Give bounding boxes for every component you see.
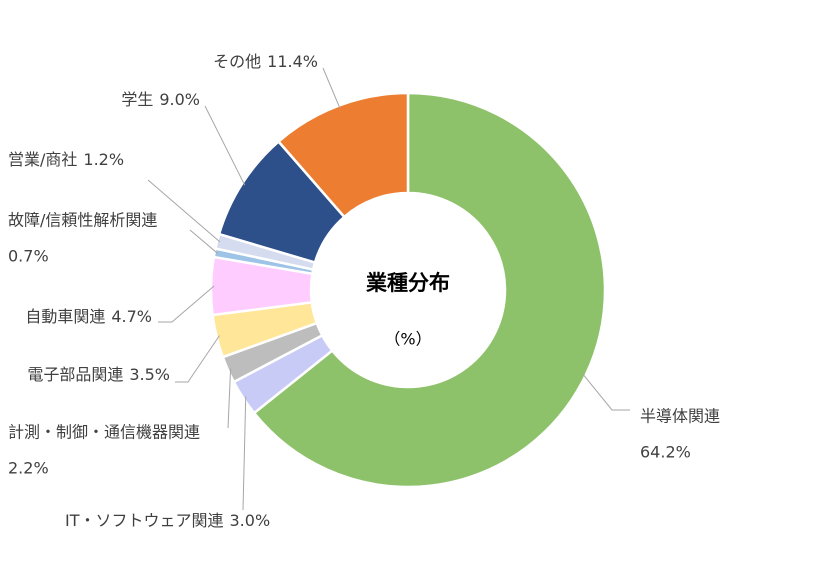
slice-label: 自動車関連 4.7%: [25, 307, 152, 326]
chart-subtitle: （%）: [384, 330, 431, 349]
leader-line: [147, 179, 221, 243]
value-label: 9.0%: [159, 90, 200, 109]
category-label: 計測・制御・通信機器関連: [8, 423, 200, 442]
category-label: 学生: [121, 90, 153, 109]
value-label: 64.2%: [640, 443, 691, 462]
category-label: 半導体関連: [640, 407, 720, 426]
slice-label: 営業/商社 1.2%: [8, 150, 124, 169]
leader-line: [322, 67, 341, 109]
leader-line: [158, 285, 215, 323]
donut-slice: [276, 91, 410, 219]
value-label: 4.7%: [111, 307, 152, 326]
leader-line: [227, 368, 232, 429]
category-label: 電子部品関連: [27, 365, 123, 384]
category-label: 故障/信頼性解析関連: [8, 211, 157, 230]
category-label: 営業/商社: [8, 150, 77, 169]
value-label: 2.2%: [8, 459, 49, 478]
chart-title: 業種分布: [366, 271, 450, 295]
value-label: 1.2%: [83, 150, 124, 169]
category-label: 自動車関連: [25, 307, 105, 326]
leader-line: [242, 396, 247, 511]
slice-label: 電子部品関連 3.5%: [27, 365, 170, 384]
value-label: 3.5%: [129, 365, 170, 384]
donut-slice: [252, 91, 607, 489]
slice-label: その他 11.4%: [213, 52, 318, 71]
value-label: 11.4%: [267, 52, 318, 71]
leader-line: [189, 229, 218, 254]
slice-label: 学生 9.0%: [121, 90, 200, 109]
leader-line: [582, 373, 630, 411]
leader-line: [204, 105, 246, 186]
category-label: IT・ソフトウェア関連: [65, 511, 224, 530]
slice-label: IT・ソフトウェア関連 3.0%: [65, 511, 270, 530]
value-label: 0.7%: [8, 247, 49, 266]
value-label: 3.0%: [230, 511, 271, 530]
category-label: その他: [213, 52, 261, 71]
leader-line: [175, 335, 220, 383]
